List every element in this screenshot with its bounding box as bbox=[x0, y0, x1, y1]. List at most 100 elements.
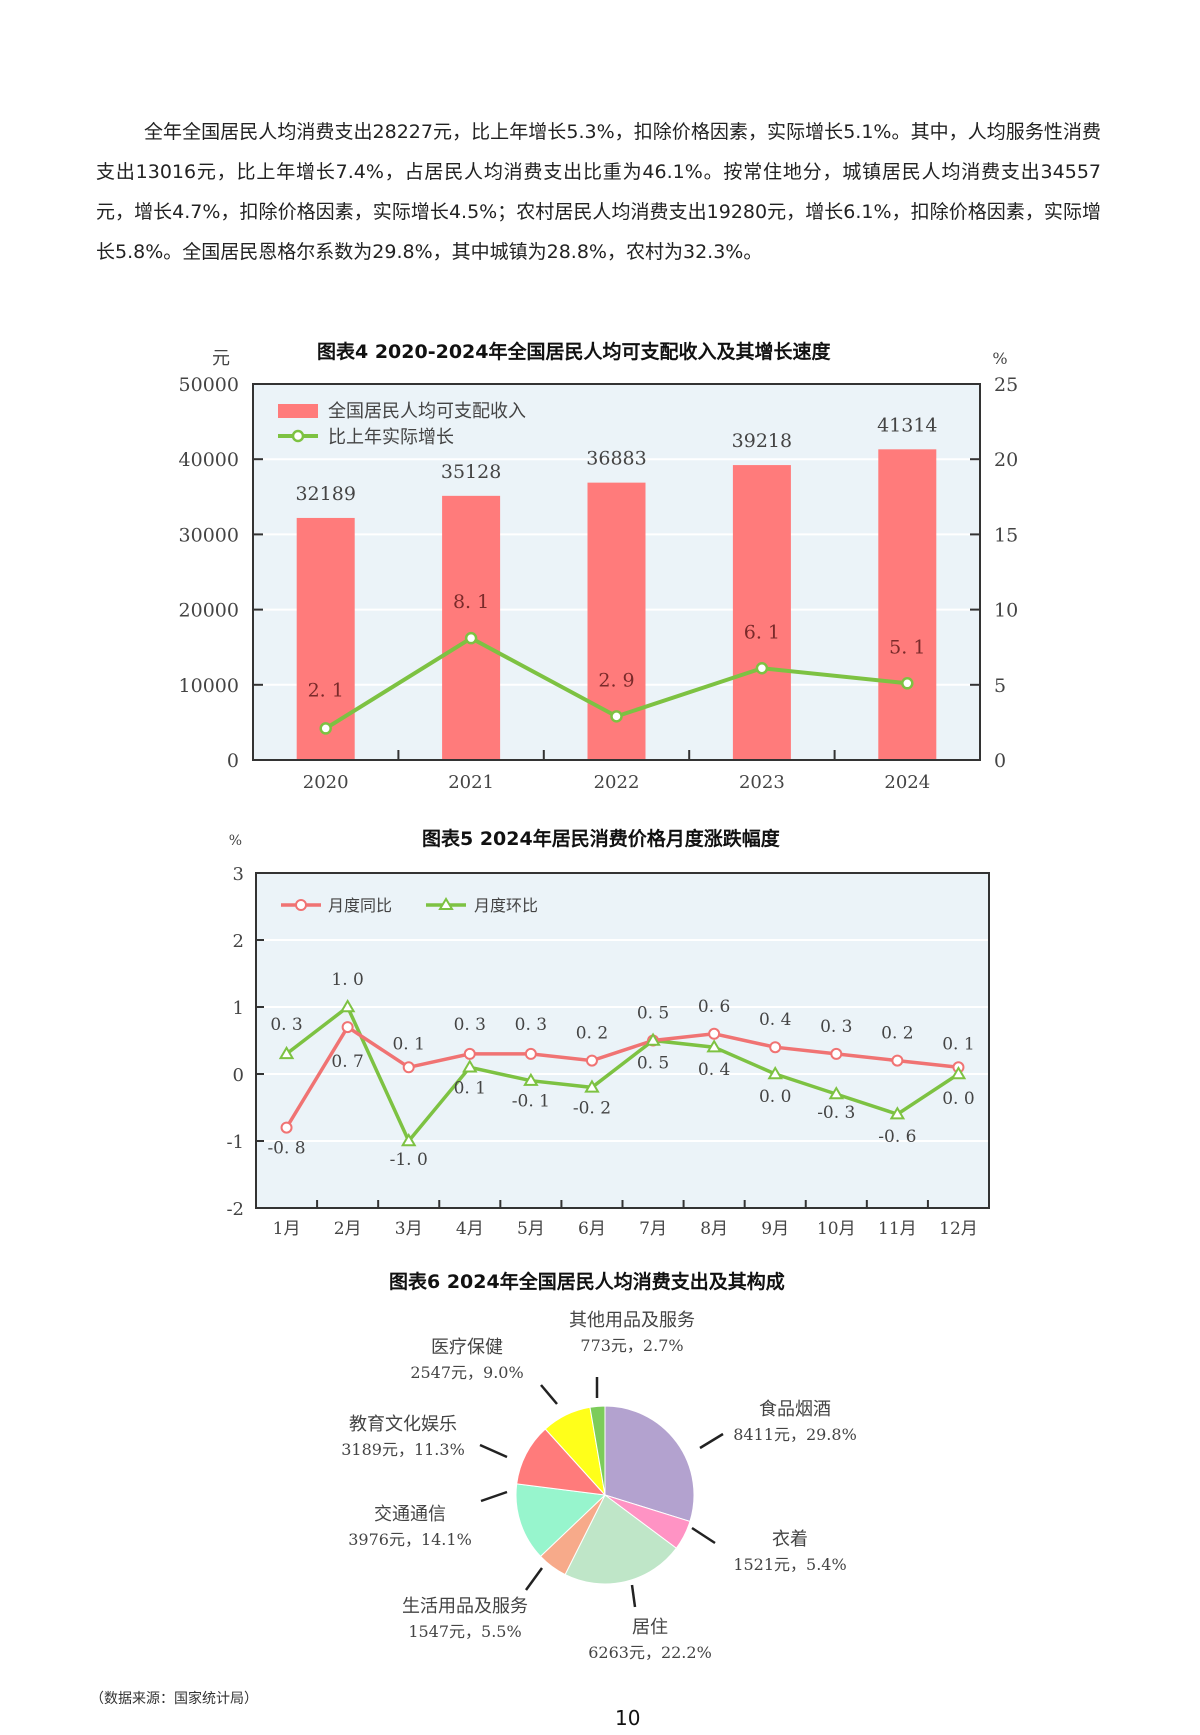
yoy-marker bbox=[341, 1021, 354, 1034]
yoy-marker bbox=[402, 1061, 415, 1074]
mom-value-label: 0. 1 bbox=[454, 1078, 486, 1098]
bar-value-label: 36883 bbox=[586, 448, 646, 470]
growth-value-label: 5. 1 bbox=[889, 636, 925, 658]
slice-name-label: 生活用品及服务 bbox=[402, 1596, 528, 1617]
slice-name-label: 衣着 bbox=[772, 1529, 808, 1550]
x-tick-label: 2021 bbox=[448, 772, 494, 793]
body-paragraph: 全年全国居民人均消费支出28227元，比上年增长5.3%，扣除价格因素，实际增长… bbox=[96, 121, 1101, 263]
y2-tick-label: 15 bbox=[994, 524, 1018, 546]
slice-value-label: 6263元，22.2% bbox=[588, 1643, 712, 1662]
growth-marker bbox=[610, 710, 623, 723]
yoy-marker bbox=[708, 1027, 721, 1040]
leader-line bbox=[524, 1567, 544, 1591]
y2-tick-label: 10 bbox=[994, 600, 1018, 622]
income-bar bbox=[878, 449, 937, 760]
legend-bar-swatch bbox=[278, 404, 318, 418]
mom-line bbox=[285, 1004, 960, 1145]
slice-name-label: 居住 bbox=[632, 1617, 668, 1638]
yoy-value-label: 0. 1 bbox=[392, 1034, 424, 1054]
y-tick-label: 1 bbox=[233, 998, 244, 1019]
x-tick-label: 2023 bbox=[739, 772, 785, 793]
leader-line bbox=[691, 1526, 716, 1545]
slice-name-label: 医疗保健 bbox=[431, 1337, 503, 1358]
slice-value-label: 1521元，5.4% bbox=[733, 1555, 846, 1574]
mom-value-label: 0. 4 bbox=[698, 1060, 730, 1080]
growth-marker bbox=[319, 722, 332, 735]
consumption-pie-title: 图表6 2024年全国居民人均消费支出及其构成 bbox=[389, 1271, 785, 1293]
yoy-value-label: 0. 6 bbox=[698, 997, 730, 1017]
growth-value-label: 2. 1 bbox=[308, 679, 344, 701]
y2-tick-label: 5 bbox=[994, 675, 1006, 697]
slice-value-label: 2547元，9.0% bbox=[410, 1363, 523, 1382]
mom-marker bbox=[828, 1086, 845, 1100]
yoy-value-label: 0. 2 bbox=[576, 1024, 608, 1044]
slice-name-label: 教育文化娱乐 bbox=[349, 1414, 457, 1435]
slice-name-label: 交通通信 bbox=[374, 1504, 446, 1525]
growth-marker bbox=[755, 662, 769, 675]
x-tick-label: 11月 bbox=[878, 1219, 917, 1239]
slice-value-label: 3189元，11.3% bbox=[341, 1440, 465, 1459]
slice-value-label: 1547元，5.5% bbox=[408, 1622, 521, 1641]
page-number: 10 bbox=[615, 1706, 641, 1730]
y-tick-label: 50000 bbox=[179, 374, 239, 396]
x-tick-label: 3月 bbox=[395, 1219, 423, 1239]
mom-value-label: -1. 0 bbox=[390, 1150, 428, 1170]
pie-slice bbox=[516, 1428, 607, 1496]
x-tick-label: 10月 bbox=[817, 1219, 856, 1239]
y2-tick-label: 20 bbox=[994, 449, 1018, 471]
pie-slice bbox=[589, 1405, 606, 1496]
y-axis-unit: % bbox=[229, 833, 242, 849]
legend-yoy-marker bbox=[295, 899, 307, 911]
leader-line bbox=[480, 1490, 508, 1503]
pie-slice bbox=[564, 1494, 678, 1585]
y-tick-label: -1 bbox=[226, 1132, 244, 1153]
legend-mom-marker bbox=[438, 897, 454, 910]
income-bar bbox=[442, 495, 501, 760]
mom-value-label: 0. 3 bbox=[270, 1015, 302, 1035]
leader-line bbox=[630, 1584, 637, 1608]
leader-line bbox=[479, 1443, 508, 1459]
mom-marker bbox=[400, 1133, 417, 1147]
x-tick-label: 2020 bbox=[303, 772, 349, 793]
x-tick-label: 12月 bbox=[939, 1219, 978, 1239]
y-tick-label: 0 bbox=[227, 750, 239, 772]
yoy-value-label: 0. 5 bbox=[637, 1004, 669, 1024]
y2-axis-unit: % bbox=[992, 349, 1007, 368]
y-tick-label: 40000 bbox=[179, 449, 239, 471]
y-tick-label: 0 bbox=[233, 1065, 244, 1086]
slice-name-label: 食品烟酒 bbox=[759, 1399, 831, 1420]
growth-marker bbox=[901, 677, 914, 690]
mom-marker bbox=[523, 1072, 539, 1086]
growth-marker bbox=[464, 631, 478, 645]
bar-value-label: 32189 bbox=[295, 483, 355, 505]
yoy-value-label: 0. 7 bbox=[331, 1052, 363, 1072]
x-tick-label: 2024 bbox=[884, 772, 930, 793]
growth-value-label: 6. 1 bbox=[744, 621, 780, 643]
yoy-value-label: 0. 3 bbox=[454, 1015, 486, 1035]
slice-name-label: 其他用品及服务 bbox=[569, 1310, 695, 1331]
x-tick-label: 2月 bbox=[334, 1219, 362, 1239]
y-tick-label: 20000 bbox=[179, 600, 239, 622]
y-tick-label: 10000 bbox=[179, 675, 239, 697]
legend-bar-label: 全国居民人均可支配收入 bbox=[328, 401, 526, 422]
mom-marker bbox=[278, 1045, 295, 1060]
bar-value-label: 39218 bbox=[732, 430, 792, 452]
consumption-pie-svg: 食品烟酒 8411元，29.8% 衣着 1521元，5.4% 居住 6263元，22.2%… bbox=[341, 1310, 857, 1662]
slice-value-label: 773元，2.7% bbox=[580, 1336, 683, 1355]
y-axis-unit: 元 bbox=[212, 348, 230, 369]
legend-line-marker bbox=[291, 429, 305, 443]
yoy-value-label: 0. 3 bbox=[515, 1015, 547, 1035]
growth-value-label: 8. 1 bbox=[453, 591, 489, 613]
y-tick-label: 30000 bbox=[179, 524, 239, 546]
yoy-marker bbox=[891, 1054, 904, 1067]
income-chart-svg: 0 10000 20000 30000 40000 50000 0 5 10 15 20 25 元 % 32… bbox=[179, 348, 1019, 793]
mom-value-label: 1. 0 bbox=[331, 970, 363, 990]
yoy-value-label: 0. 3 bbox=[820, 1017, 852, 1037]
consumption-pie-chart: 图表6 2024年全国居民人均消费支出及其构成 食品烟酒 8411元，29.8% 衣… bbox=[195, 1245, 1005, 1675]
mom-value-label: -0. 1 bbox=[512, 1092, 550, 1112]
income-chart: 图表4 2020-2024年全国居民人均可支配收入及其增长速度 0 10000 20… bbox=[165, 325, 1040, 795]
mom-marker bbox=[584, 1079, 600, 1093]
bar-value-label: 41314 bbox=[877, 414, 937, 436]
mom-value-label: -0. 2 bbox=[573, 1098, 611, 1118]
y-tick-label: -2 bbox=[226, 1199, 244, 1220]
